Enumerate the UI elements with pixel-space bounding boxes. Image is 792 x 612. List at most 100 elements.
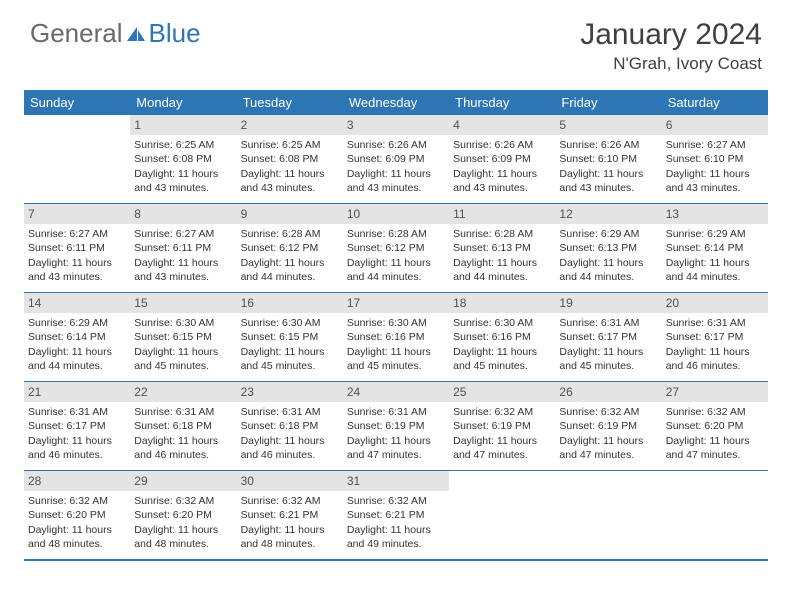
sunset-text: Sunset: 6:18 PM bbox=[241, 419, 339, 433]
sunrise-text: Sunrise: 6:27 AM bbox=[28, 227, 126, 241]
daylight-text: Daylight: 11 hours and 46 minutes. bbox=[134, 434, 232, 462]
daylight-text: Daylight: 11 hours and 45 minutes. bbox=[134, 345, 232, 373]
day-number: 9 bbox=[237, 204, 343, 224]
weekday-header: Tuesday bbox=[237, 90, 343, 115]
weekday-header-row: SundayMondayTuesdayWednesdayThursdayFrid… bbox=[24, 90, 768, 115]
brand-general: General bbox=[30, 18, 123, 49]
day-cell: 5Sunrise: 6:26 AMSunset: 6:10 PMDaylight… bbox=[555, 115, 661, 203]
day-cell: 15Sunrise: 6:30 AMSunset: 6:15 PMDayligh… bbox=[130, 293, 236, 381]
brand-logo: General Blue bbox=[30, 18, 201, 49]
daylight-text: Daylight: 11 hours and 48 minutes. bbox=[134, 523, 232, 551]
title-block: January 2024 N'Grah, Ivory Coast bbox=[580, 18, 762, 74]
sunset-text: Sunset: 6:08 PM bbox=[134, 152, 232, 166]
sunrise-text: Sunrise: 6:32 AM bbox=[666, 405, 764, 419]
daylight-text: Daylight: 11 hours and 43 minutes. bbox=[453, 167, 551, 195]
day-cell-empty: . bbox=[662, 471, 768, 559]
daylight-text: Daylight: 11 hours and 43 minutes. bbox=[28, 256, 126, 284]
daylight-text: Daylight: 11 hours and 45 minutes. bbox=[453, 345, 551, 373]
day-number: 5 bbox=[555, 115, 661, 135]
week-row: .1Sunrise: 6:25 AMSunset: 6:08 PMDayligh… bbox=[24, 115, 768, 204]
sunrise-text: Sunrise: 6:31 AM bbox=[28, 405, 126, 419]
day-cell: 3Sunrise: 6:26 AMSunset: 6:09 PMDaylight… bbox=[343, 115, 449, 203]
sunset-text: Sunset: 6:10 PM bbox=[559, 152, 657, 166]
day-cell: 22 Sunrise: 6:31 AMSunset: 6:18 PMDayligh… bbox=[130, 382, 236, 470]
day-cell: 9Sunrise: 6:28 AMSunset: 6:12 PMDaylight… bbox=[237, 204, 343, 292]
day-number: 11 bbox=[449, 204, 555, 224]
day-number: 18 bbox=[449, 293, 555, 313]
daylight-text: Daylight: 11 hours and 43 minutes. bbox=[134, 256, 232, 284]
weekday-header: Saturday bbox=[662, 90, 768, 115]
day-cell-empty: . bbox=[449, 471, 555, 559]
daylight-text: Daylight: 11 hours and 43 minutes. bbox=[241, 167, 339, 195]
sunrise-text: Sunrise: 6:26 AM bbox=[559, 138, 657, 152]
sunrise-text: Sunrise: 6:32 AM bbox=[134, 494, 232, 508]
daylight-text: Daylight: 11 hours and 44 minutes. bbox=[559, 256, 657, 284]
sunrise-text: Sunrise: 6:28 AM bbox=[347, 227, 445, 241]
day-number: 30 bbox=[237, 471, 343, 491]
sunset-text: Sunset: 6:13 PM bbox=[559, 241, 657, 255]
sunrise-text: Sunrise: 6:31 AM bbox=[134, 405, 232, 419]
day-number: 22 bbox=[130, 382, 236, 402]
sunrise-text: Sunrise: 6:32 AM bbox=[241, 494, 339, 508]
day-cell: 28Sunrise: 6:32 AMSunset: 6:20 PMDayligh… bbox=[24, 471, 130, 559]
daylight-text: Daylight: 11 hours and 44 minutes. bbox=[28, 345, 126, 373]
month-title: January 2024 bbox=[580, 18, 762, 52]
day-cell: 27Sunrise: 6:32 AMSunset: 6:20 PMDayligh… bbox=[662, 382, 768, 470]
sunset-text: Sunset: 6:15 PM bbox=[134, 330, 232, 344]
day-cell: 7Sunrise: 6:27 AMSunset: 6:11 PMDaylight… bbox=[24, 204, 130, 292]
sunrise-text: Sunrise: 6:32 AM bbox=[453, 405, 551, 419]
sunset-text: Sunset: 6:09 PM bbox=[453, 152, 551, 166]
day-cell: 23Sunrise: 6:31 AMSunset: 6:18 PMDayligh… bbox=[237, 382, 343, 470]
page-header: General Blue January 2024 N'Grah, Ivory … bbox=[0, 0, 792, 82]
sunset-text: Sunset: 6:18 PM bbox=[134, 419, 232, 433]
day-cell-empty: . bbox=[24, 115, 130, 203]
sunset-text: Sunset: 6:19 PM bbox=[347, 419, 445, 433]
sunrise-text: Sunrise: 6:26 AM bbox=[347, 138, 445, 152]
day-cell: 31Sunrise: 6:32 AMSunset: 6:21 PMDayligh… bbox=[343, 471, 449, 559]
sunset-text: Sunset: 6:14 PM bbox=[666, 241, 764, 255]
daylight-text: Daylight: 11 hours and 47 minutes. bbox=[347, 434, 445, 462]
daylight-text: Daylight: 11 hours and 46 minutes. bbox=[241, 434, 339, 462]
day-number: 23 bbox=[237, 382, 343, 402]
week-row: 21Sunrise: 6:31 AMSunset: 6:17 PMDayligh… bbox=[24, 382, 768, 471]
day-number: 25 bbox=[449, 382, 555, 402]
daylight-text: Daylight: 11 hours and 49 minutes. bbox=[347, 523, 445, 551]
sunset-text: Sunset: 6:21 PM bbox=[241, 508, 339, 522]
day-cell: 24Sunrise: 6:31 AMSunset: 6:19 PMDayligh… bbox=[343, 382, 449, 470]
sunset-text: Sunset: 6:19 PM bbox=[559, 419, 657, 433]
sunrise-text: Sunrise: 6:25 AM bbox=[134, 138, 232, 152]
daylight-text: Daylight: 11 hours and 46 minutes. bbox=[666, 345, 764, 373]
weekday-header: Monday bbox=[130, 90, 236, 115]
day-cell: 25Sunrise: 6:32 AMSunset: 6:19 PMDayligh… bbox=[449, 382, 555, 470]
sunrise-text: Sunrise: 6:32 AM bbox=[28, 494, 126, 508]
day-cell: 29Sunrise: 6:32 AMSunset: 6:20 PMDayligh… bbox=[130, 471, 236, 559]
weekday-header: Sunday bbox=[24, 90, 130, 115]
day-number: 4 bbox=[449, 115, 555, 135]
sunrise-text: Sunrise: 6:29 AM bbox=[666, 227, 764, 241]
sunset-text: Sunset: 6:20 PM bbox=[28, 508, 126, 522]
daylight-text: Daylight: 11 hours and 46 minutes. bbox=[28, 434, 126, 462]
day-cell: 1Sunrise: 6:25 AMSunset: 6:08 PMDaylight… bbox=[130, 115, 236, 203]
daylight-text: Daylight: 11 hours and 44 minutes. bbox=[241, 256, 339, 284]
day-number: 8 bbox=[130, 204, 236, 224]
sunrise-text: Sunrise: 6:30 AM bbox=[347, 316, 445, 330]
sunrise-text: Sunrise: 6:32 AM bbox=[559, 405, 657, 419]
daylight-text: Daylight: 11 hours and 43 minutes. bbox=[134, 167, 232, 195]
sunset-text: Sunset: 6:12 PM bbox=[347, 241, 445, 255]
sunrise-text: Sunrise: 6:28 AM bbox=[453, 227, 551, 241]
sunset-text: Sunset: 6:17 PM bbox=[666, 330, 764, 344]
day-cell: 6Sunrise: 6:27 AMSunset: 6:10 PMDaylight… bbox=[662, 115, 768, 203]
day-number: 12 bbox=[555, 204, 661, 224]
daylight-text: Daylight: 11 hours and 47 minutes. bbox=[666, 434, 764, 462]
sunrise-text: Sunrise: 6:26 AM bbox=[453, 138, 551, 152]
day-cell-empty: . bbox=[555, 471, 661, 559]
sunrise-text: Sunrise: 6:31 AM bbox=[666, 316, 764, 330]
day-number: 3 bbox=[343, 115, 449, 135]
sunset-text: Sunset: 6:21 PM bbox=[347, 508, 445, 522]
daylight-text: Daylight: 11 hours and 44 minutes. bbox=[347, 256, 445, 284]
day-cell: 13Sunrise: 6:29 AMSunset: 6:14 PMDayligh… bbox=[662, 204, 768, 292]
sunrise-text: Sunrise: 6:30 AM bbox=[134, 316, 232, 330]
weekday-header: Friday bbox=[555, 90, 661, 115]
day-number: 31 bbox=[343, 471, 449, 491]
day-number: 10 bbox=[343, 204, 449, 224]
